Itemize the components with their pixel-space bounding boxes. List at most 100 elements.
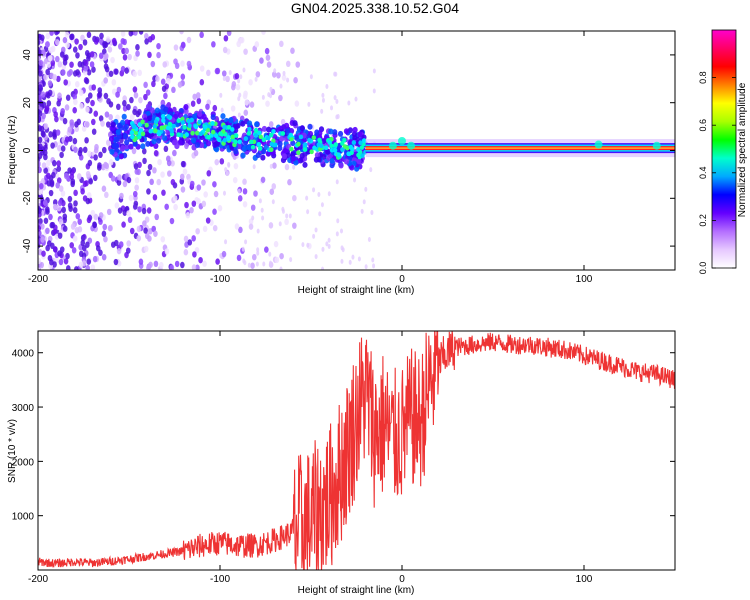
ridge-highlight — [131, 123, 136, 129]
ridge-highlight — [316, 142, 321, 148]
noise-blob — [195, 264, 200, 270]
noise-blob — [111, 88, 117, 95]
noise-blob — [60, 145, 66, 152]
noise-blob — [181, 42, 186, 49]
noise-blob — [269, 93, 273, 99]
ridge-blob — [292, 120, 298, 127]
ridge-highlight — [129, 130, 135, 136]
noise-blob — [137, 206, 142, 213]
noise-blob — [199, 79, 205, 86]
ridge-highlight — [332, 147, 338, 153]
noise-blob — [98, 249, 103, 256]
noise-blob — [41, 112, 46, 120]
ridge-highlight — [189, 117, 194, 123]
noise-blob — [180, 261, 185, 269]
noise-blob — [43, 217, 49, 224]
noise-blob — [72, 107, 77, 114]
noise-blob — [219, 92, 223, 98]
noise-blob — [60, 190, 66, 197]
noise-blob — [225, 171, 229, 177]
noise-blob — [86, 216, 92, 224]
ridge-blob — [161, 135, 168, 142]
spectrogram-y-label: Frequency (Hz) — [7, 116, 18, 185]
noise-blob — [46, 61, 52, 68]
noise-blob — [74, 38, 79, 45]
noise-blob — [243, 90, 248, 97]
noise-blob — [86, 192, 92, 199]
noise-blob — [250, 204, 256, 211]
noise-blob — [39, 261, 44, 269]
noise-blob — [264, 47, 270, 55]
noise-blob — [111, 37, 117, 45]
noise-blob — [56, 165, 62, 172]
colorbar-tick-label: 0.6 — [698, 119, 708, 132]
noise-blob — [205, 103, 210, 110]
ridge-highlight — [360, 153, 365, 159]
noise-blob — [101, 230, 107, 237]
ridge-blob — [293, 134, 300, 141]
noise-blob — [301, 242, 305, 248]
colorbar-tick-label: 0.4 — [698, 167, 708, 180]
ridge-blob — [299, 152, 305, 159]
noise-blob — [103, 52, 109, 60]
noise-blob — [107, 46, 113, 53]
noise-blob — [138, 31, 144, 35]
noise-blob — [161, 85, 167, 92]
noise-blob — [85, 241, 90, 248]
noise-blob — [48, 213, 53, 221]
noise-blob — [141, 207, 147, 215]
noise-blob — [73, 146, 78, 153]
noise-blob — [252, 164, 256, 170]
noise-blob — [259, 57, 264, 64]
ridge-highlight — [298, 134, 304, 140]
snr-y-label: SNR (10 * v/v) — [7, 419, 18, 483]
noise-blob — [121, 221, 126, 228]
noise-blob — [162, 61, 168, 68]
noise-blob — [154, 213, 160, 221]
carrier-bump — [594, 140, 603, 149]
noise-blob — [78, 250, 84, 258]
ridge-blob — [149, 107, 155, 114]
ridge-blob — [248, 134, 255, 141]
noise-blob — [137, 161, 142, 169]
noise-blob — [38, 70, 43, 77]
ridge-blob — [108, 135, 115, 142]
noise-blob — [335, 231, 339, 237]
ridge-blob — [124, 119, 130, 126]
noise-blob — [255, 261, 259, 267]
ridge-highlight — [266, 135, 271, 141]
noise-blob — [232, 176, 238, 184]
noise-blob — [212, 224, 218, 232]
noise-blob — [59, 51, 65, 58]
noise-blob — [38, 84, 43, 91]
ridge-blob — [145, 110, 151, 117]
spectrogram-x-axis: -200 -100 0 100 — [28, 31, 593, 285]
noise-blob — [94, 143, 99, 151]
noise-blob — [268, 121, 274, 128]
noise-blob — [75, 52, 80, 59]
x-tick-label: 0 — [399, 574, 405, 585]
noise-blob — [194, 246, 200, 254]
noise-blob — [73, 200, 78, 207]
ridge-highlight — [230, 127, 235, 132]
noise-blob — [131, 147, 137, 155]
noise-blob — [41, 49, 46, 56]
noise-blob — [285, 213, 289, 219]
x-tick-label: -200 — [28, 274, 48, 285]
noise-blob — [72, 235, 78, 242]
noise-blob — [160, 236, 166, 243]
ridge-blob — [174, 143, 180, 150]
ridge-highlight — [289, 136, 294, 142]
noise-blob — [143, 245, 149, 253]
noise-blob — [48, 189, 54, 197]
noise-blob — [185, 212, 191, 219]
snr-x-axis: -200 -100 0 100 — [28, 331, 593, 585]
ridge-blob — [265, 150, 271, 157]
noise-blob — [293, 77, 298, 84]
noise-blob — [45, 41, 50, 48]
noise-blob — [86, 31, 92, 39]
noise-blob — [52, 74, 58, 81]
noise-blob — [173, 44, 179, 51]
noise-blob — [80, 188, 85, 195]
ridge-blob — [277, 140, 283, 147]
